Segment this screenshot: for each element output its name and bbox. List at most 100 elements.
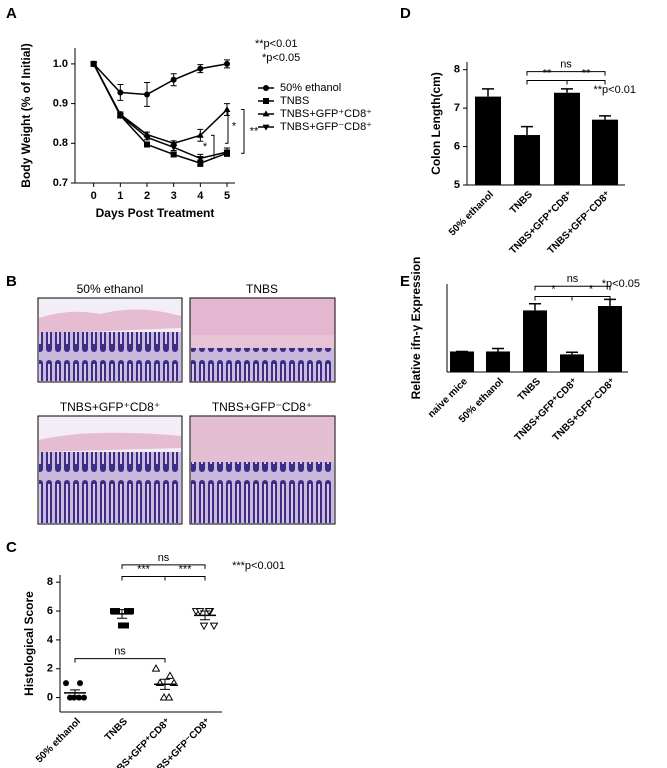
category-label: TNBS+GFP⁻CD8⁺	[146, 716, 213, 768]
category-label: 50% ethanol	[447, 189, 496, 238]
marker	[196, 155, 204, 162]
y-tick-label: 7	[454, 102, 460, 114]
significance-bracket	[534, 285, 611, 291]
marker	[199, 622, 209, 631]
panel-label: B	[6, 273, 17, 290]
marker	[124, 608, 130, 615]
bar	[475, 96, 501, 185]
error-bar	[160, 678, 170, 690]
marker	[116, 113, 124, 120]
marker	[170, 144, 178, 151]
significance-label: ***	[179, 563, 193, 575]
significance-label: **	[543, 67, 552, 79]
significance-label: ns	[567, 273, 579, 285]
y-tick-label: 5	[454, 179, 460, 191]
image-title: TNBS+GFP⁻CD8⁺	[212, 400, 312, 414]
significance-bracket	[571, 295, 611, 301]
error-bar	[117, 609, 127, 619]
marker	[90, 61, 98, 68]
marker	[223, 105, 231, 112]
y-tick-label: 2	[47, 663, 53, 675]
significance-bracket	[121, 575, 166, 581]
y-tick-label: 4	[47, 634, 54, 646]
category-label: 50% ethanol	[34, 716, 83, 765]
marker	[223, 149, 231, 156]
significance-label: ns	[158, 552, 170, 564]
annotation: *p<0.05	[602, 278, 640, 290]
category-label: TNBS+GFP⁺CD8⁺	[513, 376, 580, 443]
error-bar	[561, 88, 573, 93]
image-title: TNBS+GFP⁺CD8⁺	[60, 400, 160, 414]
bar	[598, 306, 622, 372]
marker	[114, 608, 120, 615]
significance-bracket	[121, 564, 206, 569]
marker	[118, 622, 124, 629]
significance-bracket	[526, 71, 606, 76]
marker	[81, 694, 87, 701]
y-tick-label: 0.9	[53, 97, 68, 109]
significance-label: **	[250, 125, 259, 137]
image	[37, 297, 183, 383]
y-tick-label: 6	[47, 605, 53, 617]
panel-label: D	[400, 5, 411, 22]
image	[189, 415, 336, 525]
marker	[128, 608, 134, 615]
y-axis-label: Relative ifn-γ Expression	[409, 257, 423, 400]
significance-bracket	[74, 658, 166, 663]
significance-bracket	[164, 575, 206, 581]
significance-bracket	[225, 109, 229, 144]
significance-label: **	[582, 67, 591, 79]
x-tick-label: 5	[224, 190, 230, 202]
series-line	[93, 63, 228, 96]
y-tick-label: 0.7	[53, 177, 68, 189]
annotation: ***p<0.001	[232, 560, 285, 572]
marker	[144, 141, 150, 148]
significance-label: ns	[114, 646, 126, 658]
annotation: **p<0.01	[593, 84, 636, 96]
marker	[197, 160, 204, 167]
legend-label: TNBS+GFP⁺CD8⁺	[280, 108, 372, 120]
marker	[151, 664, 161, 672]
x-tick-label: 3	[171, 190, 177, 202]
marker	[63, 680, 69, 687]
marker	[170, 151, 177, 158]
bar	[486, 351, 510, 372]
image	[37, 415, 183, 525]
marker	[263, 98, 269, 104]
y-axis-label: Body Weight (% of Initial)	[19, 43, 33, 187]
significance-bracket	[566, 79, 606, 85]
annotation: **p<0.01	[255, 38, 298, 50]
image	[189, 297, 336, 383]
significance-label: *	[232, 120, 237, 132]
significance-bracket	[211, 134, 215, 159]
significance-label: *	[203, 141, 208, 153]
marker	[164, 692, 174, 701]
x-tick-label: 2	[144, 190, 150, 202]
marker	[170, 76, 177, 83]
image-title: 50% ethanol	[77, 282, 144, 296]
significance-label: *	[551, 283, 556, 295]
legend-label: 50% ethanol	[280, 82, 341, 94]
marker	[110, 608, 116, 615]
marker	[77, 680, 83, 687]
error-bar	[492, 347, 504, 352]
histology-panel: B 50% ethanol TNBS TNBS+GFP⁺CD8⁺ TNBS+GF…	[6, 273, 336, 525]
significance-bracket	[241, 109, 245, 154]
marker	[159, 692, 169, 701]
marker	[209, 622, 219, 631]
error-bar	[200, 610, 210, 621]
bar	[554, 92, 580, 185]
x-tick-label: 4	[197, 190, 204, 202]
y-tick-label: 8	[47, 576, 53, 588]
significance-bracket	[534, 295, 573, 301]
y-tick-label: 6	[454, 140, 460, 152]
marker	[165, 671, 175, 679]
error-bar	[70, 689, 80, 697]
marker	[144, 91, 150, 98]
y-axis-label: Colon Length(cm)	[429, 72, 443, 175]
legend-label: TNBS	[280, 95, 309, 107]
y-tick-label: 0.8	[53, 137, 68, 149]
y-tick-label: 0	[47, 691, 53, 703]
significance-label: ns	[560, 59, 572, 71]
